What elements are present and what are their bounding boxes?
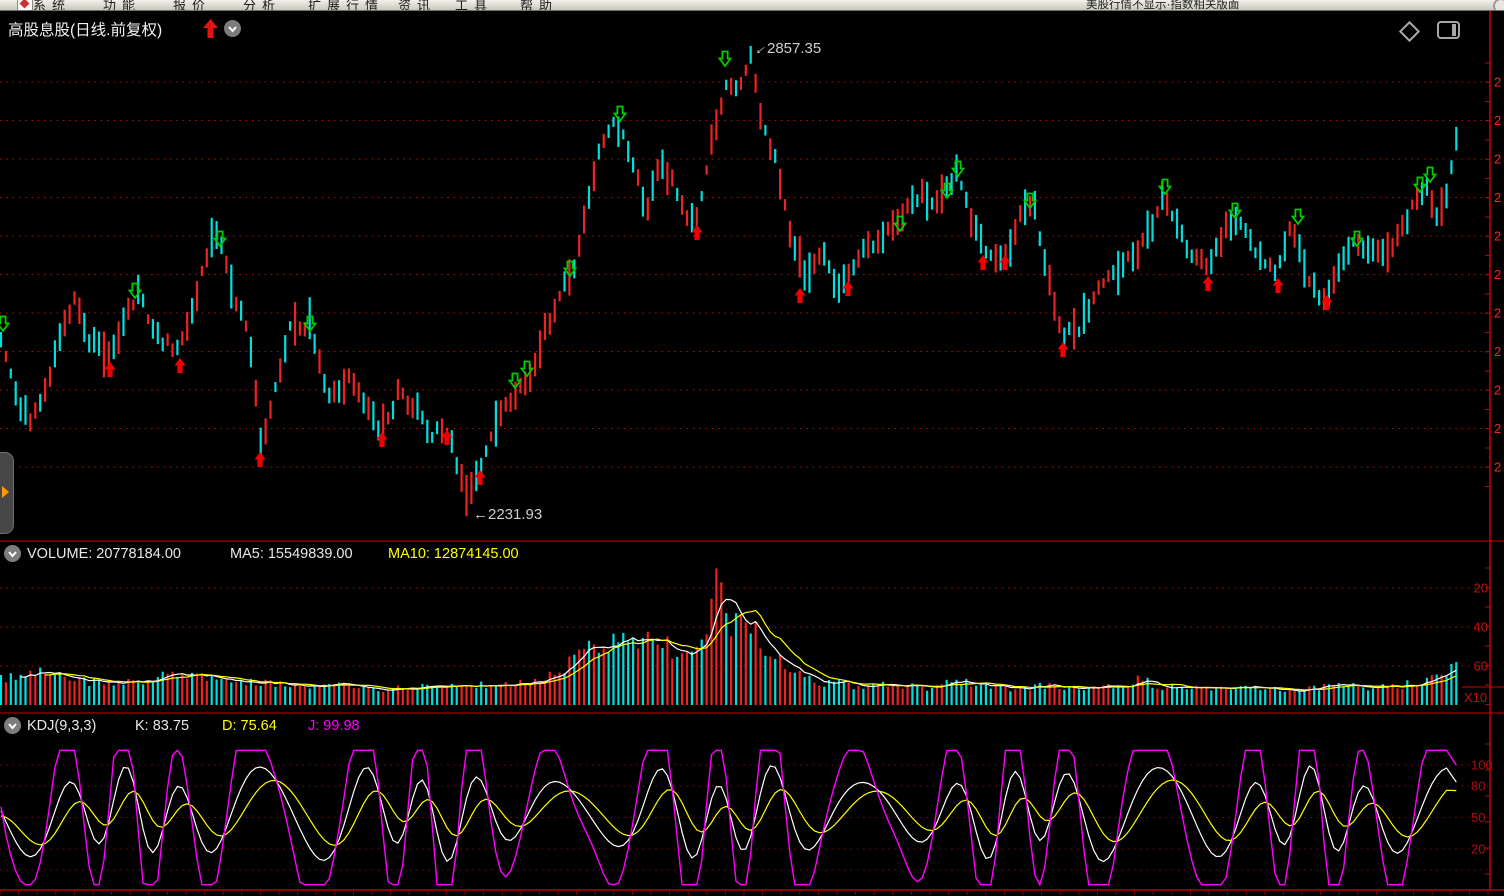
collapse-main-pane-button[interactable]	[224, 20, 241, 37]
svg-text:100: 100	[1471, 758, 1493, 773]
svg-text:2: 2	[1494, 113, 1501, 128]
menu-bar-right-icon[interactable]	[1493, 0, 1504, 10]
svg-text:2: 2	[1494, 306, 1501, 321]
collapse-volume-pane-button[interactable]	[4, 545, 21, 562]
svg-text:2: 2	[1494, 383, 1501, 398]
svg-text:2: 2	[1494, 267, 1501, 282]
volume-value-label: VOLUME: 20778184.00	[27, 546, 181, 562]
expand-right-icon	[2, 486, 9, 498]
menu-item-4[interactable]: 扩展行情	[308, 0, 385, 11]
svg-text:2: 2	[1494, 152, 1501, 167]
svg-text:2: 2	[1494, 229, 1501, 244]
menu-item-5[interactable]: 资讯	[398, 0, 437, 11]
menu-item-1[interactable]: 功能	[103, 0, 142, 11]
svg-text:80: 80	[1471, 779, 1485, 794]
menu-item-6[interactable]: 工具	[455, 0, 494, 11]
svg-text:2: 2	[1494, 344, 1501, 359]
svg-text:20: 20	[1471, 842, 1485, 857]
menu-bar: 美股行情不显示·指数相关版面 系统 功能 报价 分析 扩展行情 资讯 工具 帮助	[0, 0, 1504, 11]
svg-text:40: 40	[1474, 620, 1488, 635]
collapse-kdj-pane-button[interactable]	[4, 717, 21, 734]
left-panel-expand-tab[interactable]	[0, 452, 14, 534]
window-title: 美股行情不显示·指数相关版面	[1086, 0, 1240, 11]
peak-annotation: ←2857.35	[748, 37, 822, 60]
trough-annotation: ←2231.93	[473, 506, 543, 523]
right-panel-toggle-icon[interactable]	[1437, 21, 1460, 39]
volume-ma5-label: MA5: 15549839.00	[230, 546, 353, 562]
svg-text:2: 2	[1494, 460, 1501, 475]
menu-item-2[interactable]: 报价	[173, 0, 212, 11]
svg-text:2: 2	[1494, 75, 1501, 90]
svg-text:60: 60	[1474, 659, 1488, 674]
up-arrow-icon	[203, 19, 218, 43]
menu-item-0[interactable]: 系统	[33, 0, 72, 11]
app-logo-icon[interactable]	[17, 0, 33, 10]
svg-text:2: 2	[1494, 190, 1501, 205]
chart-title: 高股息股(日线.前复权)	[8, 22, 163, 39]
annotation-arrow-icon: ←	[473, 506, 488, 523]
svg-text:50: 50	[1471, 810, 1485, 825]
svg-text:2: 2	[1494, 421, 1501, 436]
menu-item-7[interactable]: 帮助	[520, 0, 559, 11]
kdj-k-label: K: 83.75	[135, 718, 190, 734]
menu-item-3[interactable]: 分析	[243, 0, 282, 11]
svg-text:X10: X10	[1464, 690, 1487, 705]
kdj-d-label: D: 75.64	[222, 718, 277, 734]
kdj-j-label: J: 99.98	[308, 718, 360, 734]
volume-ma10-label: MA10: 12874145.00	[388, 546, 519, 562]
kdj-name-label: KDJ(9,3,3)	[27, 718, 97, 734]
svg-text:20: 20	[1474, 581, 1488, 596]
